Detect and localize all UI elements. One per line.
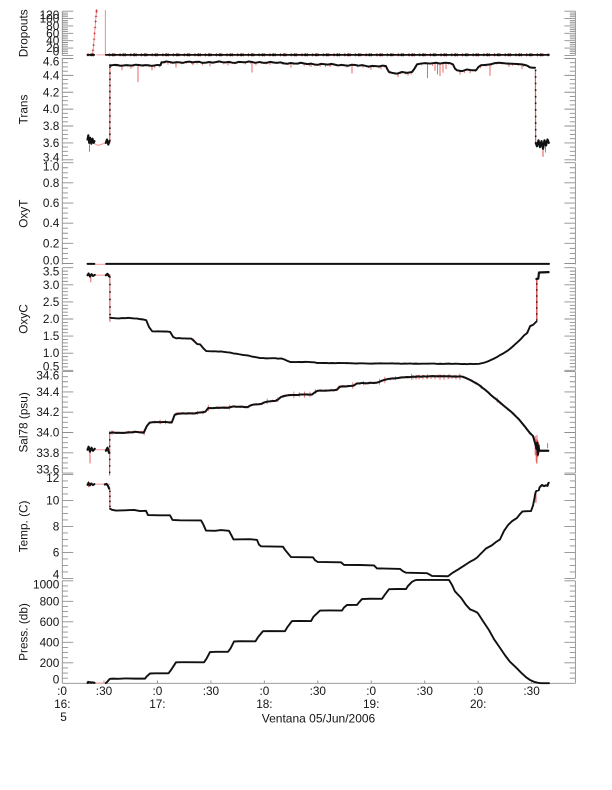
svg-text:12: 12: [46, 471, 59, 485]
svg-text:0.6: 0.6: [43, 196, 60, 210]
svg-text:2.0: 2.0: [43, 312, 60, 326]
svg-text::0: :0: [57, 684, 67, 698]
svg-text:60: 60: [46, 26, 60, 40]
svg-text:1.0: 1.0: [43, 160, 60, 174]
svg-text:4.4: 4.4: [43, 68, 60, 82]
svg-text:40: 40: [46, 34, 60, 48]
svg-text:8: 8: [53, 519, 60, 533]
svg-text::0: :0: [473, 684, 483, 698]
svg-text:4: 4: [53, 568, 60, 582]
svg-text:120: 120: [40, 8, 60, 22]
svg-text:Ventana 05/Jun/2006: Ventana 05/Jun/2006: [262, 712, 376, 726]
svg-text:3.4: 3.4: [43, 151, 60, 165]
svg-text:19:: 19:: [363, 697, 379, 711]
svg-text:33.6: 33.6: [36, 462, 59, 476]
svg-text:1000: 1000: [33, 578, 60, 592]
svg-text:20:: 20:: [470, 697, 486, 711]
svg-text:1.0: 1.0: [43, 346, 60, 360]
svg-text:16:: 16:: [54, 697, 70, 711]
svg-text:34.2: 34.2: [36, 405, 59, 419]
svg-text:3.8: 3.8: [43, 119, 60, 133]
svg-text:100: 100: [40, 12, 60, 26]
svg-text:4.6: 4.6: [43, 55, 60, 69]
svg-text:OxyT: OxyT: [17, 200, 31, 228]
svg-text:1.5: 1.5: [43, 329, 60, 343]
svg-text:600: 600: [40, 615, 60, 629]
svg-text:6: 6: [53, 545, 60, 559]
svg-text:Dropouts: Dropouts: [17, 9, 31, 57]
svg-text::30: :30: [310, 684, 327, 698]
svg-text:0.4: 0.4: [43, 216, 60, 230]
svg-text:10: 10: [46, 493, 60, 507]
svg-text:34.6: 34.6: [36, 368, 59, 382]
svg-text:3.6: 3.6: [43, 136, 60, 150]
svg-text:2.5: 2.5: [43, 295, 60, 309]
svg-text:0.8: 0.8: [43, 176, 60, 190]
svg-text:80: 80: [46, 19, 60, 33]
svg-text::0: :0: [259, 684, 269, 698]
svg-text::30: :30: [96, 684, 113, 698]
svg-text::0: :0: [366, 684, 376, 698]
svg-text:3.0: 3.0: [43, 278, 60, 292]
svg-text:400: 400: [40, 635, 60, 649]
svg-text:5: 5: [60, 710, 67, 724]
svg-text:0.2: 0.2: [43, 236, 59, 250]
svg-text:Temp. (C): Temp. (C): [17, 500, 31, 552]
svg-text::30: :30: [203, 684, 220, 698]
svg-text:0.5: 0.5: [43, 360, 60, 374]
svg-text:0.0: 0.0: [43, 254, 60, 268]
svg-text:Sal78 (psu): Sal78 (psu): [17, 392, 31, 452]
svg-text:18:: 18:: [256, 697, 272, 711]
svg-text:4.2: 4.2: [43, 85, 59, 99]
svg-text:3.5: 3.5: [43, 265, 60, 279]
svg-text:0: 0: [53, 673, 60, 687]
svg-text:OxyC: OxyC: [17, 304, 31, 334]
svg-text::30: :30: [523, 684, 540, 698]
svg-text:34.0: 34.0: [36, 426, 59, 440]
svg-text:Press. (db): Press. (db): [17, 603, 31, 661]
svg-text:0: 0: [53, 45, 60, 59]
svg-text:33.8: 33.8: [36, 446, 59, 460]
svg-text:800: 800: [40, 594, 60, 608]
svg-text:Trans: Trans: [17, 95, 31, 125]
svg-text:34.4: 34.4: [36, 385, 59, 399]
svg-text:20: 20: [46, 41, 60, 55]
svg-text::0: :0: [152, 684, 162, 698]
svg-text::30: :30: [416, 684, 433, 698]
svg-text:4.0: 4.0: [43, 102, 60, 116]
svg-text:17:: 17:: [149, 697, 165, 711]
svg-text:200: 200: [40, 656, 60, 670]
